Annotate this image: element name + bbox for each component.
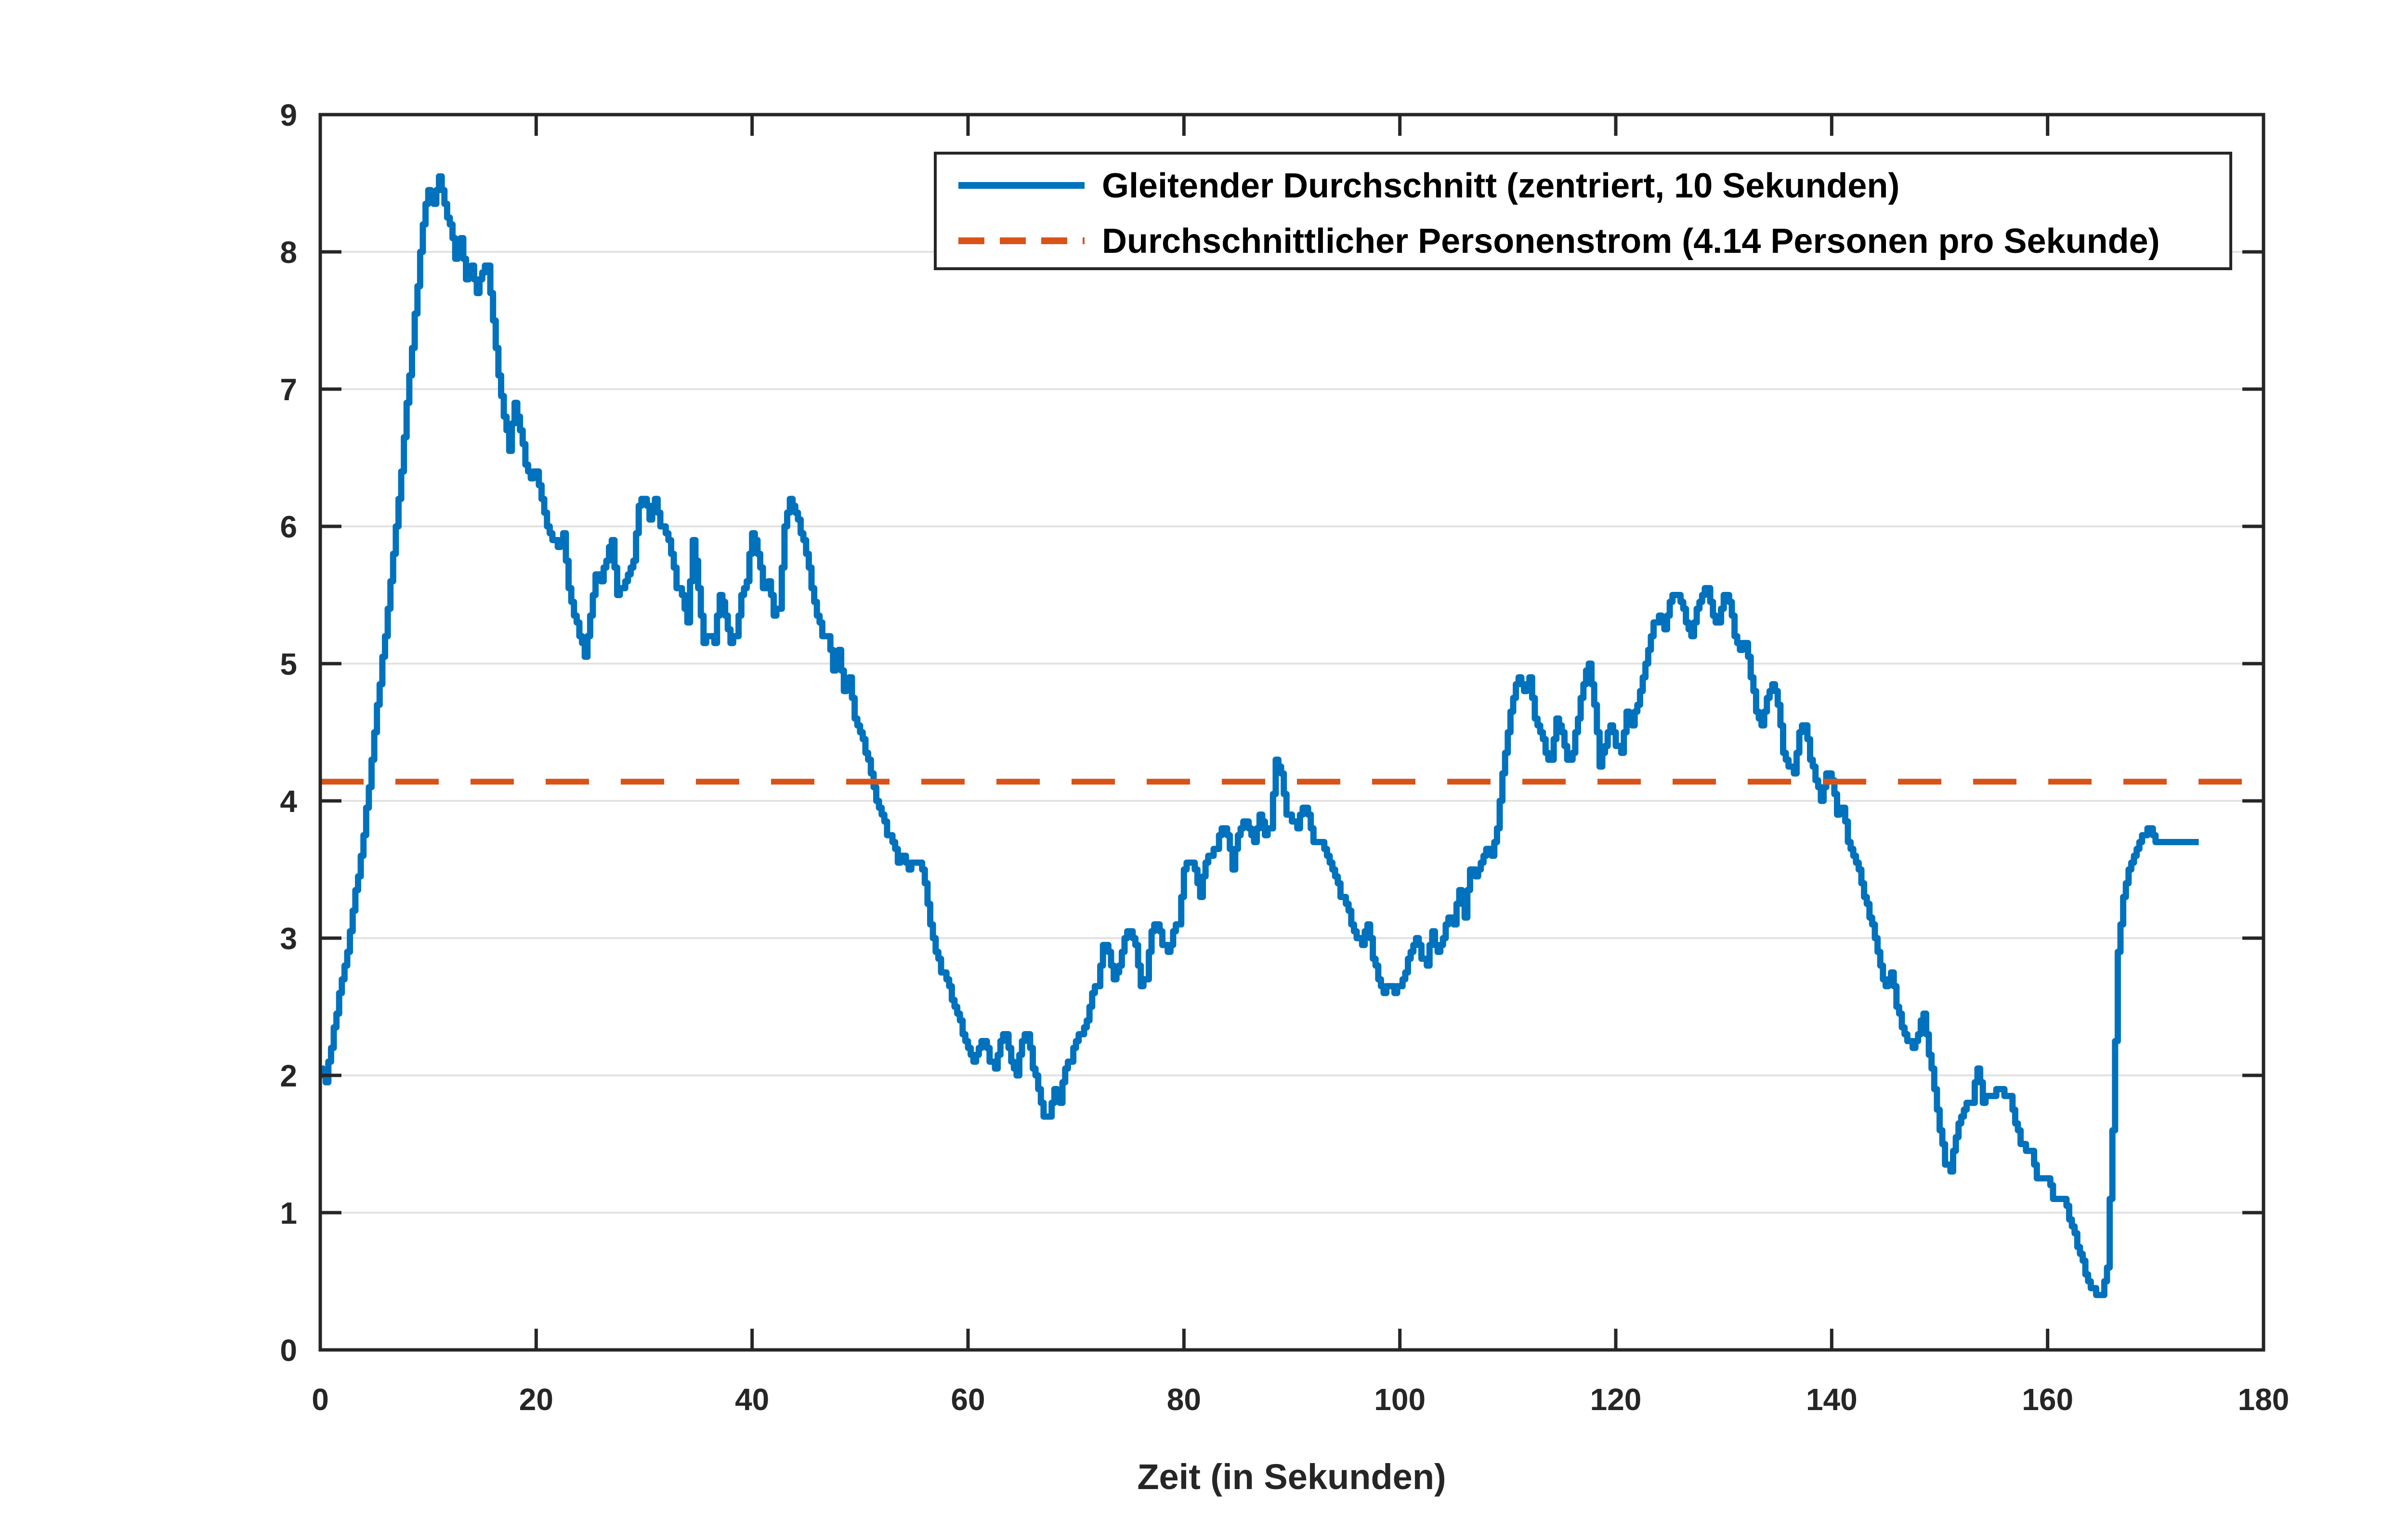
- axis-ticks: [318, 113, 2265, 1352]
- y-tick-label: 6: [280, 510, 297, 544]
- x-tick-label: 180: [2238, 1382, 2290, 1417]
- y-tick-label: 0: [280, 1333, 297, 1368]
- series-moving-average-line: [320, 173, 2199, 1298]
- x-tick-label: 60: [951, 1382, 985, 1417]
- x-tick-label: 80: [1167, 1382, 1201, 1417]
- x-tick-label: 20: [519, 1382, 553, 1417]
- y-tick-label: 9: [280, 98, 297, 132]
- x-tick-label: 140: [1806, 1382, 1858, 1417]
- legend-label-moving-average: Gleitender Durchschnitt (zentriert, 10 S…: [1102, 167, 1899, 205]
- legend-label-mean: Durchschnittlicher Personenstrom (4.14 P…: [1102, 222, 2160, 261]
- x-axis-label: Zeit (in Sekunden): [1137, 1457, 1446, 1497]
- legend: Gleitender Durchschnitt (zentriert, 10 S…: [934, 152, 2232, 270]
- y-tick-labels: 0 1 2 3 4 5 6 7 8 9: [280, 98, 297, 1368]
- x-tick-labels: 0 20 40 60 80 100 120 140 160 180: [312, 1382, 2289, 1417]
- plot-border: [318, 113, 2265, 1352]
- y-tick-label: 8: [280, 235, 297, 270]
- x-tick-label: 0: [312, 1382, 329, 1417]
- x-tick-label: 120: [1590, 1382, 1642, 1417]
- x-tick-label: 40: [735, 1382, 769, 1417]
- y-tick-label: 4: [280, 784, 297, 819]
- x-tick-label: 100: [1374, 1382, 1426, 1417]
- y-tick-label: 1: [280, 1196, 297, 1230]
- y-tick-label: 3: [280, 921, 297, 956]
- y-tick-label: 7: [280, 372, 297, 407]
- y-tick-label: 5: [280, 647, 297, 681]
- gridlines: [320, 251, 2264, 1214]
- y-tick-label: 2: [280, 1059, 297, 1093]
- x-tick-label: 160: [2022, 1382, 2073, 1417]
- legend-box: [934, 152, 2232, 270]
